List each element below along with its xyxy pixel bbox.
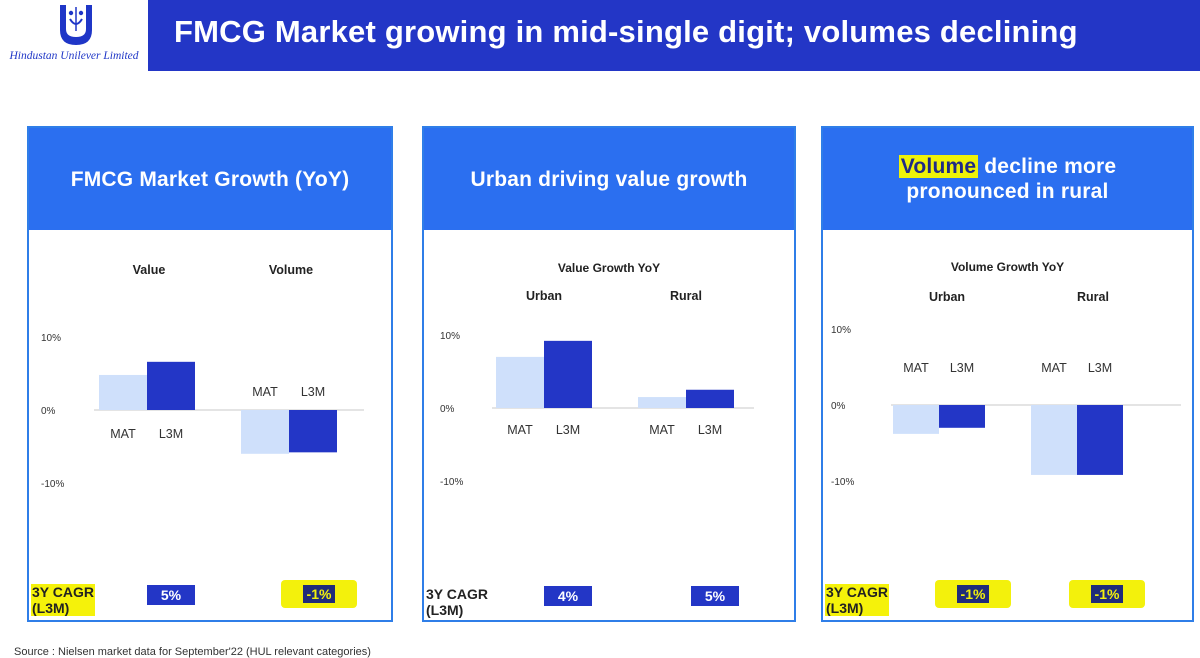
panel-urban-value: Urban driving value growth Value Growth … [422,126,796,622]
category-label: MAT [1041,361,1067,375]
y-tick-label: -10% [41,479,64,490]
cagr-label-line1: 3Y CAGR [426,586,488,602]
unilever-logo-icon [60,5,92,45]
category-label: MAT [649,423,675,437]
cagr-value-rural: -1% [1069,580,1145,608]
panel-title: FMCG Market Growth (YoY) [70,167,350,191]
title-bar: FMCG Market growing in mid-single digit;… [148,0,1200,71]
y-tick-label: -10% [831,477,854,488]
cagr-value-urban-text: -1% [956,585,990,603]
panel-title: Urban driving value growth [470,167,748,191]
bar-rural-l3m [1077,405,1123,475]
panel-header: Volume decline more pronounced in rural [823,128,1192,230]
cagr-label-line2: (L3M) [426,602,464,618]
bar-urban-mat [893,405,939,434]
cagr-value-urban: -1% [935,580,1011,608]
bar-urban-l3m [544,340,592,408]
category-label: L3M [950,361,974,375]
bar-volume-mat [241,410,289,454]
bar-value-l3m [147,361,195,410]
page-title: FMCG Market growing in mid-single digit;… [174,14,1078,49]
y-tick-label: 0% [440,404,455,415]
source-note: Source : Nielsen market data for Septemb… [14,646,371,658]
chart-volume-growth: Volume Growth YoY Urban Rural 10% 0% -10% MAT L… [831,260,1181,488]
panel-title-line2: pronounced in rural [906,180,1109,203]
cagr-value-urban: 4% [544,586,592,606]
bar-urban-mat [496,356,544,408]
category-label: L3M [1088,361,1112,375]
group-label: Value [133,263,166,277]
group-label: Rural [1077,290,1109,304]
category-label: MAT [252,385,278,399]
chart-value-growth: Value Growth YoY Urban Rural 10% 0% -10% MAT L3… [440,261,754,488]
category-label: L3M [159,427,183,441]
group-label: Urban [929,290,965,304]
cagr-label: 3Y CAGR (L3M) [825,584,889,616]
panel-title-line1: decline more [978,155,1117,178]
panel-header: Urban driving value growth [424,128,794,230]
y-tick-label: 0% [831,401,846,412]
bar-rural-mat [1031,405,1077,475]
chart-subtitle: Volume Growth YoY [951,260,1064,274]
panel-header: FMCG Market Growth (YoY) [29,128,391,230]
bar-rural-mat [638,397,686,408]
cagr-value-rural-text: -1% [1090,585,1124,603]
y-tick-label: -10% [440,477,463,488]
chart-subtitle: Value Growth YoY [558,261,660,275]
cagr-label: 3Y CAGR (L3M) [31,584,95,616]
category-label: L3M [301,385,325,399]
company-logo: Hindustan Unilever Limited [0,0,148,72]
cagr-label-line1: 3Y CAGR [826,584,888,600]
y-tick-label: 0% [41,406,56,417]
group-label: Urban [526,289,562,303]
y-tick-label: 10% [440,331,460,342]
cagr-label: 3Y CAGR (L3M) [426,586,488,618]
cagr-value-rural: 5% [691,586,739,606]
chart-market-growth: Value Volume 10% 0% -10% MAT L3M MAT L3M [41,263,364,490]
cagr-value-volume-text: -1% [302,585,336,603]
cagr-value-volume: -1% [281,580,357,608]
cagr-label-line2: (L3M) [32,600,70,616]
y-tick-label: 10% [831,325,851,336]
panel-title-highlight: Volume [898,155,979,178]
bar-rural-l3m [686,389,734,408]
bar-value-mat [99,374,147,410]
bar-urban-l3m [939,405,985,428]
cagr-label-line2: (L3M) [826,600,864,616]
bar-volume-l3m [289,410,337,453]
cagr-value-value: 5% [147,585,195,605]
panel-market-growth: FMCG Market Growth (YoY) Value Volume 10% 0… [27,126,393,622]
group-label: Volume [269,263,313,277]
category-label: MAT [507,423,533,437]
cagr-label-line1: 3Y CAGR [32,584,94,600]
logo-text: Hindustan Unilever Limited [9,50,139,62]
category-label: L3M [556,423,580,437]
y-tick-label: 10% [41,333,61,344]
group-label: Rural [670,289,702,303]
category-label: MAT [110,427,136,441]
panel-volume-decline: Volume decline more pronounced in rural … [821,126,1194,622]
category-label: L3M [698,423,722,437]
category-label: MAT [903,361,929,375]
